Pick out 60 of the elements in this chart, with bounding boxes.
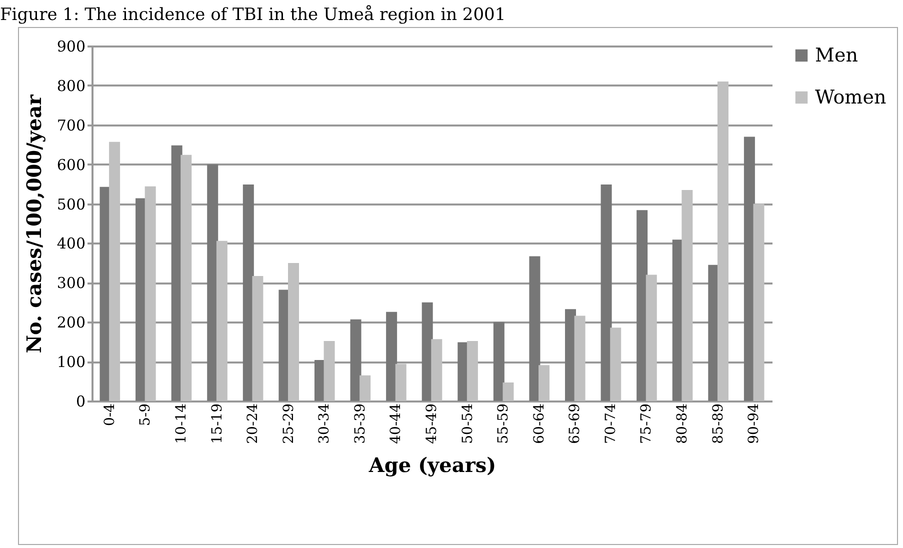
x-tick-label: 65-69	[567, 404, 584, 444]
x-tick-label: 60-64	[531, 403, 548, 444]
x-tick-label: 10-14	[173, 403, 190, 444]
x-axis-title: Age (years)	[368, 452, 496, 477]
bar	[252, 276, 264, 401]
x-tick-label: 70-74	[602, 403, 619, 444]
bar	[493, 322, 504, 401]
bar	[529, 256, 540, 401]
bar	[574, 316, 586, 401]
y-tick-label: 500	[56, 195, 86, 214]
x-tick-label: 15-19	[209, 404, 226, 444]
bar	[646, 274, 657, 401]
bar	[610, 328, 622, 401]
bar	[144, 186, 156, 401]
x-tick-label: 5-9	[138, 404, 154, 426]
chart-title: Figure 1: The incidence of TBI in the Umeå region in 2001	[0, 4, 506, 26]
x-tick-label: 90-94	[746, 403, 762, 444]
y-tick-label: 700	[56, 116, 86, 134]
bar	[682, 190, 693, 401]
bar	[600, 184, 612, 401]
bar	[538, 365, 550, 401]
bar	[207, 164, 218, 401]
bar	[386, 312, 398, 401]
bar	[636, 210, 648, 401]
x-tick-label: 20-24	[245, 403, 262, 444]
bar	[180, 154, 192, 401]
x-tick-label: 55-59	[496, 404, 512, 444]
x-tick-label: 45-49	[424, 404, 440, 444]
x-tick-label: 75-79	[638, 404, 655, 444]
x-tick-label: 40-44	[388, 403, 404, 444]
x-tick-label: 50-54	[460, 403, 476, 444]
x-tick-label: 35-39	[352, 404, 368, 444]
bar	[324, 341, 335, 401]
bar	[753, 204, 764, 401]
y-tick-label: 300	[56, 274, 86, 292]
legend-label: Men	[815, 44, 858, 66]
bar	[502, 382, 514, 401]
x-tick-label: 30-34	[316, 403, 333, 444]
bar	[288, 262, 299, 401]
y-tick-label: 0	[76, 392, 86, 410]
y-tick-label: 900	[56, 38, 86, 56]
y-tick-label: 200	[56, 314, 86, 332]
x-tick-label: 0-4	[102, 403, 118, 426]
bar	[360, 375, 371, 401]
bar	[431, 339, 442, 401]
x-tick-label: 85-89	[710, 404, 726, 444]
y-tick-label: 400	[56, 234, 86, 253]
bar	[717, 82, 728, 401]
legend-label: Women	[815, 86, 886, 108]
bar	[216, 240, 228, 401]
bar	[466, 341, 478, 401]
x-tick-label: 25-29	[280, 404, 297, 444]
y-tick-label: 800	[56, 76, 86, 95]
bar	[395, 364, 406, 401]
bar	[350, 319, 362, 401]
y-axis-title: No. cases/100,000/year	[22, 94, 46, 354]
x-tick-label: 80-84	[674, 403, 691, 444]
y-tick-label: 600	[56, 156, 86, 174]
y-tick-label: 100	[56, 353, 86, 372]
bar	[109, 142, 120, 401]
